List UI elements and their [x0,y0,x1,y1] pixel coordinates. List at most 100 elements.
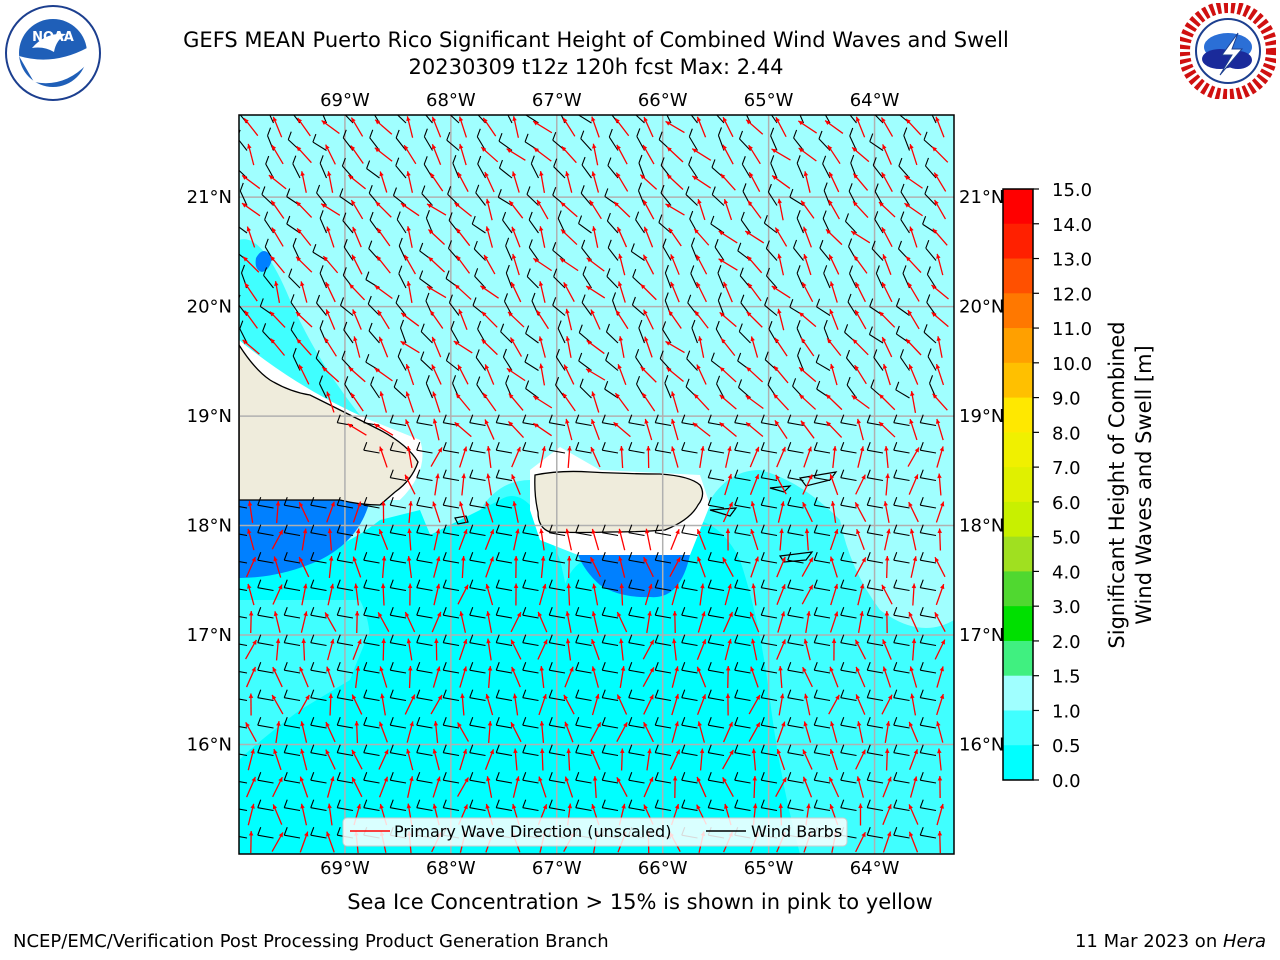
wave-arrow-head [832,446,837,451]
wind-barb [398,273,407,289]
wind-barb-flag [316,294,321,304]
wave-arrow-head [748,145,753,151]
wind-barb [469,559,486,564]
wind-barb-flag [760,552,765,561]
wave-arrow-head [694,393,699,399]
wind-barb-flag [526,268,531,277]
colorbar-segment [1003,432,1033,468]
wave-arrow-head [855,694,861,700]
wind-barb [814,807,831,812]
wind-barb-flag [416,552,421,561]
wave-arrow-head [649,776,654,782]
tick-lat-right: 19°N [959,406,1004,427]
wind-barb-flag [522,579,527,588]
wind-barb [655,724,672,729]
wind-barb [893,779,910,784]
wind-barb-flag [734,799,739,808]
wave-arrow-head [462,666,468,672]
wind-barb-flag [869,298,874,307]
wind-barb-flag [707,414,712,423]
wind-barb [443,614,460,619]
wind-barb-flag [813,442,818,451]
wave-arrow-head [833,611,839,617]
wind-barb [688,164,698,179]
wind-barb [469,449,486,454]
wind-barb [469,614,486,619]
wind-barb-flag [866,799,871,808]
wave-arrow-head [803,721,808,727]
wind-barb [390,532,407,537]
wind-barb [734,559,751,564]
wind-barb [893,587,910,592]
wave-arrow-head [511,171,517,177]
wind-barb [666,115,672,124]
wind-barb-flag [389,799,394,808]
wind-barb [477,163,486,179]
wave-arrow-head [376,255,382,261]
wave-arrow-head [379,803,384,809]
wave-arrow-head [777,253,782,259]
wind-barb-flag [628,662,633,671]
wind-barb-flag [764,351,769,360]
wind-barb-flag [522,524,527,533]
wave-arrow-head [856,721,862,727]
wave-arrow-head [644,528,650,534]
wave-arrow-head [750,666,755,672]
wind-barb-flag [257,607,262,616]
map-area [239,103,954,854]
wind-barb-flag [442,744,447,753]
wave-arrow-head [831,638,837,643]
wind-barb-flag [389,744,394,753]
wave-arrow-head [643,804,648,810]
wave-arrow-head [591,391,596,397]
wind-barb-flag [734,414,739,423]
wind-barb [734,807,751,812]
wave-arrow-head [910,391,915,396]
wave-arrow-head [435,473,440,479]
wind-barb-flag [738,130,744,140]
colorbar-segment [1003,606,1033,642]
wind-barb [867,697,884,702]
wind-barb-flag [866,772,871,781]
colorbar-tick-label: 5.0 [1052,528,1081,549]
wave-arrow-head [778,666,783,671]
wave-arrow-head [618,556,623,562]
wind-barb [526,276,539,289]
wave-arrow-head [511,474,516,480]
wind-barb [363,587,380,592]
wind-barb-flag [575,552,580,561]
wave-arrow-head [462,748,468,754]
wind-barb-flag [422,103,425,111]
wind-barb-flag [257,662,262,671]
wind-barb-flag [367,295,372,305]
wave-arrow-head [327,171,332,177]
wind-barb [416,422,433,427]
wind-barb [787,697,804,702]
wind-barb [390,449,407,454]
wind-barb-flag [628,442,633,451]
wind-barb [635,115,645,124]
wind-barb [524,361,539,371]
wave-arrow-head [854,255,859,261]
wave-arrow-head [909,226,914,232]
wave-arrow-head [728,501,733,507]
wind-barb [443,504,460,509]
wind-barb [814,559,831,564]
wind-barb-flag [290,294,295,303]
wind-barb-flag [628,524,633,533]
wind-barb-flag [265,155,270,165]
wave-arrow-head [275,501,281,506]
wind-barb-flag [389,772,394,781]
wave-arrow-head [355,666,361,671]
wave-arrow-head [798,147,804,153]
wind-barb [496,807,513,812]
wind-barb-flag [416,607,421,616]
wind-barb-flag [469,799,474,808]
wind-barb-flag [336,717,341,726]
wind-barb-flag [399,319,405,329]
wind-barb [770,163,778,179]
wave-arrow-head [405,419,410,425]
wind-barb [416,752,433,757]
wind-barb [630,250,645,261]
wind-barb-flag [601,717,606,726]
